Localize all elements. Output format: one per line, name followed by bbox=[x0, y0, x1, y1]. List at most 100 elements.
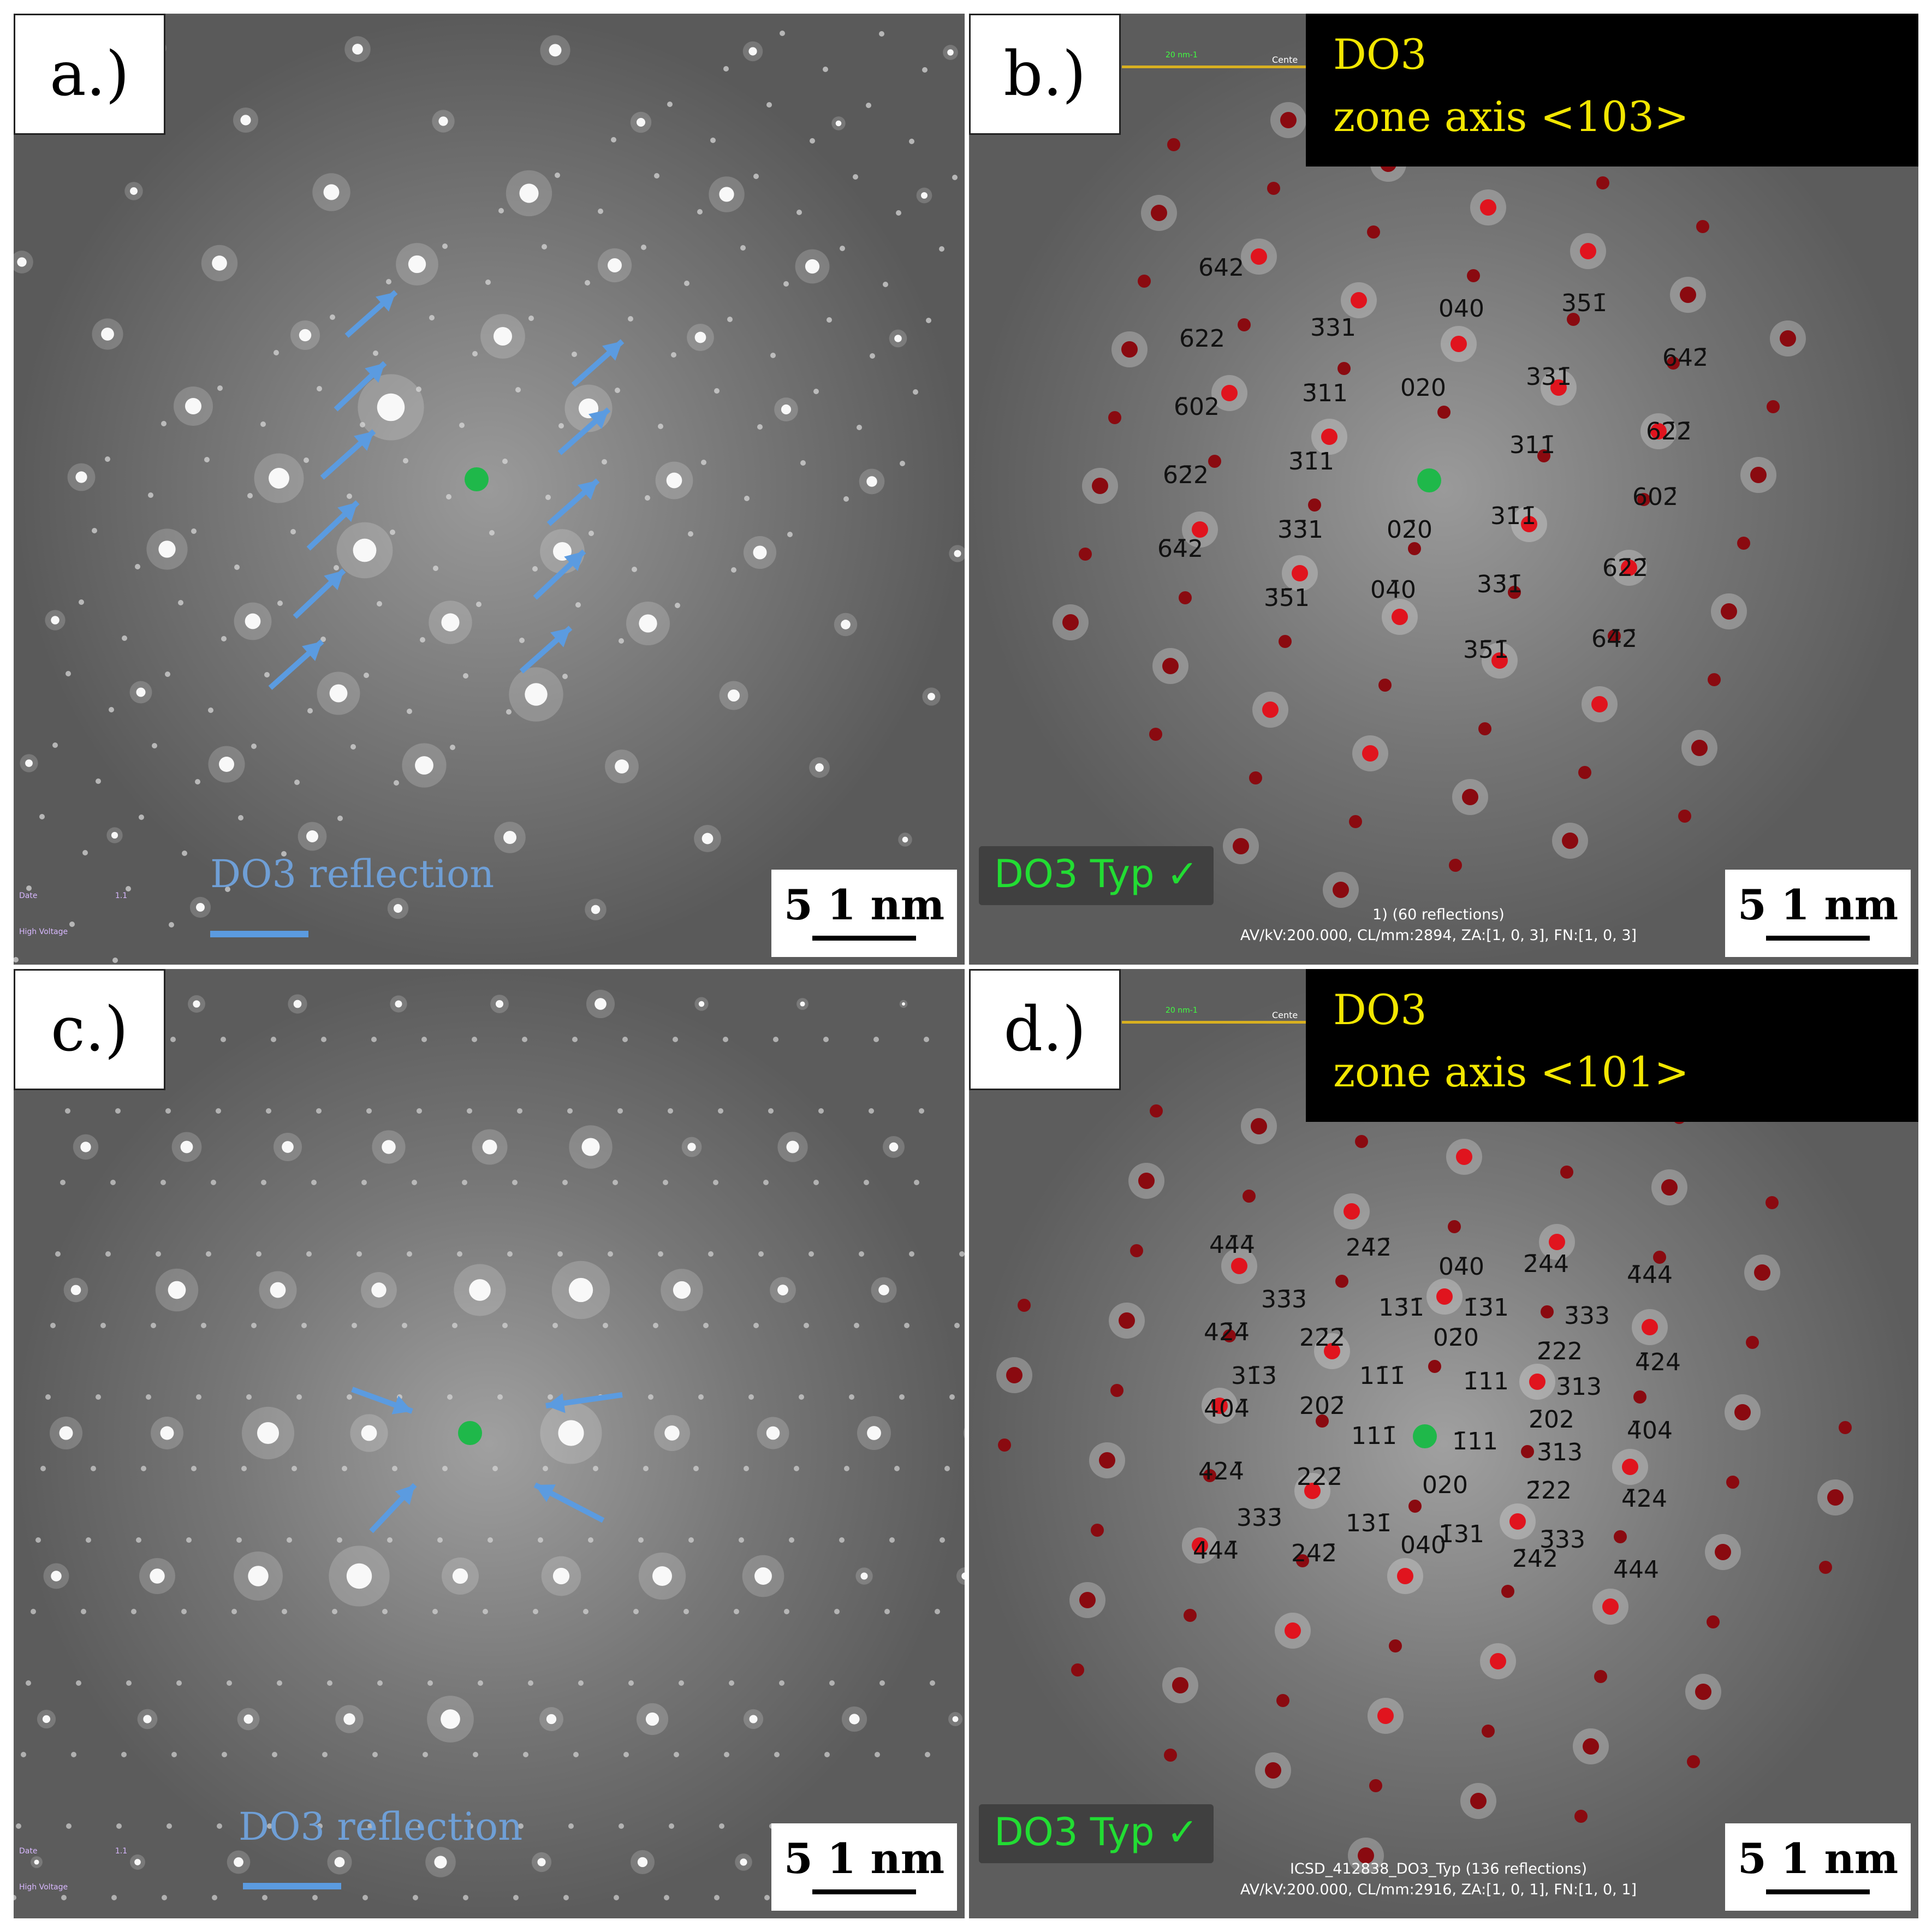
arrow-head bbox=[353, 431, 374, 451]
diffraction-spot-halo bbox=[963, 1428, 965, 1438]
superlattice-spot bbox=[126, 1680, 132, 1686]
diffraction-spot bbox=[441, 613, 460, 632]
superlattice-spot bbox=[416, 387, 421, 392]
arrow-head bbox=[301, 641, 322, 661]
simulated-reflection bbox=[1501, 1585, 1514, 1598]
simulated-reflection bbox=[1541, 1305, 1554, 1318]
superlattice-spot bbox=[667, 102, 673, 107]
superlattice-spot bbox=[366, 1108, 372, 1114]
diffraction-spot bbox=[727, 689, 740, 702]
superlattice-spot bbox=[306, 1251, 312, 1257]
superlattice-spot bbox=[321, 1037, 326, 1042]
miller-index-label: 3̄5̄1 bbox=[1264, 584, 1310, 612]
simulated-reflection bbox=[1734, 1404, 1751, 1420]
superlattice-spot bbox=[567, 1108, 573, 1114]
miller-index-label: 404̄ bbox=[1204, 1395, 1250, 1423]
miller-index-label: 11̄1̄ bbox=[1359, 1362, 1405, 1390]
miller-index-label: 31̄1̄ bbox=[1490, 502, 1536, 530]
superlattice-spot bbox=[316, 1108, 322, 1114]
superlattice-spot bbox=[598, 209, 603, 214]
superlattice-spot bbox=[698, 1394, 704, 1400]
simulated-reflection bbox=[1119, 1312, 1135, 1329]
simulated-reflection bbox=[1392, 609, 1408, 625]
superlattice-spot bbox=[562, 674, 568, 679]
phase-title: DO3 bbox=[1333, 985, 1427, 1034]
superlattice-spot bbox=[870, 353, 875, 359]
simulated-reflection bbox=[1448, 1220, 1461, 1233]
simulated-reflection bbox=[1243, 1190, 1256, 1203]
diffraction-spot bbox=[243, 1714, 253, 1724]
superlattice-spot bbox=[770, 353, 776, 358]
superlattice-spot bbox=[883, 282, 888, 287]
arrow-head bbox=[391, 1395, 412, 1414]
superlattice-spot bbox=[558, 423, 564, 429]
superlattice-spot bbox=[246, 1394, 252, 1400]
superlattice-spot bbox=[740, 245, 746, 251]
superlattice-spot bbox=[563, 1895, 569, 1900]
diffraction-spot bbox=[894, 335, 902, 342]
diffraction-spot bbox=[434, 1856, 447, 1869]
diffraction-spot bbox=[786, 1140, 799, 1154]
superlattice-spot bbox=[688, 1537, 694, 1543]
superlattice-spot bbox=[753, 1323, 759, 1328]
arrow-head bbox=[365, 363, 385, 383]
superlattice-spot bbox=[753, 174, 759, 179]
superlattice-spot bbox=[684, 281, 689, 286]
simulated-reflection bbox=[1091, 1524, 1104, 1537]
superlattice-spot bbox=[337, 1537, 342, 1543]
arrow-head bbox=[324, 570, 344, 591]
diffraction-spot bbox=[546, 1714, 557, 1725]
simulated-reflection bbox=[1583, 1738, 1599, 1755]
superlattice-spot bbox=[136, 1537, 141, 1543]
simulated-reflection bbox=[1754, 1264, 1770, 1281]
simulated-reflection bbox=[1819, 1561, 1832, 1574]
miller-index-label: 1̄11 bbox=[1463, 1368, 1509, 1395]
superlattice-spot bbox=[523, 1752, 528, 1757]
superlattice-spot bbox=[45, 1394, 51, 1400]
miller-index-label: 4̄24 bbox=[1621, 1485, 1667, 1513]
superlattice-spot bbox=[390, 530, 395, 535]
superlattice-spot bbox=[372, 1752, 378, 1757]
diffraction-spot bbox=[25, 759, 33, 767]
diffraction-spot bbox=[282, 1141, 294, 1153]
superlattice-spot bbox=[100, 1323, 106, 1328]
zone-axis-title: zone axis <103> bbox=[1333, 92, 1689, 141]
do3-reflection-legend: DO3 reflection bbox=[210, 852, 495, 896]
superlattice-spot bbox=[146, 1394, 151, 1400]
superlattice-spot bbox=[196, 1394, 201, 1400]
ruler-label: 20 nm-1 bbox=[1166, 1006, 1198, 1015]
simulated-reflection bbox=[1661, 1179, 1678, 1196]
superlattice-spot bbox=[538, 1537, 543, 1543]
simulated-reflection bbox=[1355, 1135, 1368, 1148]
diffraction-spot bbox=[219, 757, 234, 772]
arrow-head bbox=[535, 1484, 556, 1502]
superlattice-spot bbox=[854, 1323, 859, 1328]
superlattice-spot bbox=[274, 350, 279, 355]
diffraction-spot bbox=[193, 1000, 200, 1008]
simulated-reflection bbox=[1316, 1414, 1329, 1428]
superlattice-spot bbox=[447, 1394, 453, 1400]
microscope-metadata: Date 1.1 High Voltage bbox=[19, 891, 128, 936]
superlattice-spot bbox=[532, 566, 538, 572]
legend-line bbox=[243, 1883, 341, 1889]
superlattice-spot bbox=[251, 1323, 257, 1328]
simulated-reflection bbox=[1321, 429, 1337, 445]
simulated-reflection bbox=[1608, 629, 1621, 643]
superlattice-spot bbox=[853, 174, 858, 180]
superlattice-spot bbox=[528, 316, 534, 321]
superlattice-spot bbox=[347, 494, 352, 499]
superlattice-spot bbox=[714, 1895, 720, 1900]
superlattice-spot bbox=[497, 1394, 503, 1400]
simulated-reflection bbox=[1449, 859, 1462, 872]
diffraction-spot bbox=[80, 1142, 91, 1152]
miller-index-label: 35̄1̄ bbox=[1463, 636, 1509, 664]
simulated-reflection bbox=[1292, 565, 1308, 581]
miller-index-label: 2̄42 bbox=[1512, 1545, 1558, 1573]
simulated-reflection bbox=[1408, 1500, 1422, 1513]
superlattice-spot bbox=[472, 1037, 477, 1042]
superlattice-spot bbox=[112, 958, 118, 963]
superlattice-spot bbox=[757, 424, 763, 430]
superlattice-spot bbox=[55, 1251, 61, 1257]
simulated-reflection bbox=[1637, 493, 1650, 506]
superlattice-spot bbox=[617, 1108, 623, 1114]
